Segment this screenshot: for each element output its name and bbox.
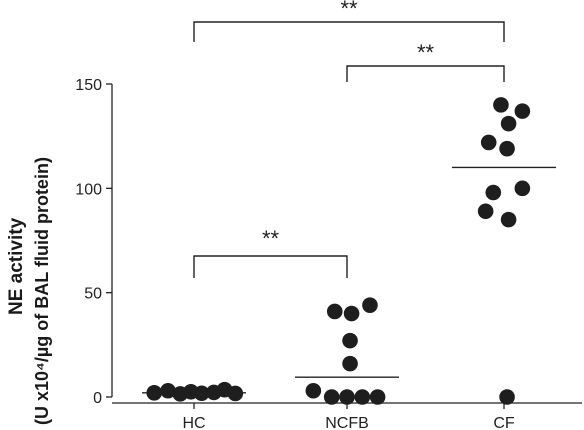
significance-bracket (193, 21, 505, 42)
y-tick-label: 50 (84, 286, 102, 303)
y-tick-label: 150 (75, 77, 102, 94)
data-point (499, 389, 515, 405)
significance-label: ** (262, 226, 280, 251)
data-point (339, 389, 355, 405)
data-point (354, 389, 371, 405)
data-point (160, 382, 176, 399)
data-point (514, 103, 531, 119)
data-point (480, 134, 497, 151)
data-point (477, 203, 494, 220)
data-point (369, 389, 386, 405)
data-point (323, 389, 340, 405)
y-tick-label: 100 (75, 181, 102, 198)
y-axis-label: NE activity (U x10⁴/µg of BAL fluid prot… (4, 60, 64, 430)
x-tick-label: HC (182, 415, 205, 429)
significance-label: ** (417, 40, 435, 65)
data-point (342, 355, 358, 372)
data-point (362, 297, 378, 313)
x-tick-label: NCFB (325, 415, 369, 429)
significance-label: ** (340, 0, 358, 21)
data-point (499, 140, 515, 157)
y-axis-label-line1: NE activity (6, 217, 27, 315)
data-point (485, 184, 502, 201)
data-point (514, 180, 531, 197)
data-point (342, 332, 358, 349)
significance-bracket (346, 65, 505, 82)
x-tick-label: CF (493, 415, 515, 429)
data-point (146, 385, 163, 401)
significance-bracket (193, 255, 348, 278)
data-point (227, 385, 244, 402)
data-point (493, 97, 509, 113)
data-point (500, 211, 517, 228)
data-point (500, 115, 517, 132)
y-axis-label-line2: (U x10⁴/µg of BAL fluid protein) (32, 157, 52, 425)
data-point (193, 385, 210, 402)
data-point (343, 305, 360, 322)
data-point (305, 382, 322, 399)
data-point (326, 303, 343, 320)
y-tick-label: 0 (93, 390, 102, 407)
